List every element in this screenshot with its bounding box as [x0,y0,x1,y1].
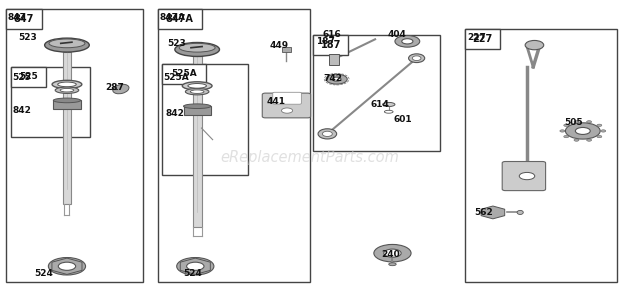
Text: 525A: 525A [171,70,197,78]
Bar [6,9,143,282]
Ellipse shape [182,82,212,90]
Text: 187: 187 [321,40,341,50]
Ellipse shape [185,88,209,95]
Text: 614: 614 [371,100,389,109]
Ellipse shape [60,88,74,92]
Text: 227: 227 [472,34,493,44]
Bar [158,9,202,29]
FancyBboxPatch shape [273,92,301,104]
Ellipse shape [587,121,591,123]
Circle shape [58,262,76,270]
Bar [162,64,206,84]
Text: 441: 441 [267,97,286,106]
Ellipse shape [597,124,602,127]
Bar [313,35,348,55]
Bar [53,100,81,109]
Circle shape [575,127,590,134]
Text: 742: 742 [324,74,343,83]
Ellipse shape [175,42,219,56]
Ellipse shape [113,84,129,94]
Text: 287: 287 [105,83,124,92]
Text: 847: 847 [14,14,34,24]
Text: 847A: 847A [166,14,193,24]
Text: 449: 449 [270,41,289,49]
Ellipse shape [564,135,569,138]
Text: 505: 505 [564,118,583,127]
Text: 240: 240 [381,250,400,259]
Text: 562: 562 [474,208,493,217]
Ellipse shape [384,110,393,113]
Text: 523: 523 [167,39,186,48]
Bar [184,106,211,115]
Ellipse shape [190,90,204,93]
Text: 187: 187 [316,37,334,46]
Bar [313,35,440,151]
Bar [465,29,500,49]
Ellipse shape [49,39,85,48]
Ellipse shape [53,98,81,103]
Bar [329,54,339,65]
Circle shape [187,262,204,270]
Text: 525: 525 [12,73,31,81]
Bar [6,9,42,29]
Circle shape [565,123,600,139]
Ellipse shape [574,121,579,123]
Ellipse shape [55,87,79,93]
FancyBboxPatch shape [262,93,311,118]
Text: 524: 524 [183,269,202,278]
Text: eReplacementParts.com: eReplacementParts.com [221,150,399,165]
Circle shape [402,39,413,44]
Bar [63,52,71,204]
Bar [465,29,617,282]
Bar [162,64,248,175]
Circle shape [332,77,341,81]
Ellipse shape [389,263,396,266]
Bar [11,67,46,87]
Ellipse shape [383,102,395,107]
Text: 847: 847 [7,13,27,22]
Circle shape [48,258,86,275]
Ellipse shape [188,84,206,88]
Ellipse shape [179,43,215,52]
Ellipse shape [409,54,425,63]
Ellipse shape [318,129,337,139]
Text: 525A: 525A [163,73,189,81]
Circle shape [395,36,420,47]
Text: 525: 525 [19,72,38,81]
Bar [158,9,310,282]
Ellipse shape [520,172,534,180]
Ellipse shape [560,130,565,132]
Bar [193,56,202,227]
Text: 842: 842 [12,106,31,115]
Circle shape [384,249,401,257]
Circle shape [374,244,411,262]
Text: 847A: 847A [159,13,185,22]
Ellipse shape [58,82,76,87]
Circle shape [326,74,347,84]
Circle shape [177,258,214,275]
Bar [11,67,90,137]
Text: 601: 601 [394,115,412,124]
Ellipse shape [52,80,82,88]
Ellipse shape [525,40,544,50]
Ellipse shape [587,139,591,141]
Text: 404: 404 [388,31,406,39]
Text: 227: 227 [467,33,485,42]
Text: 523: 523 [19,33,37,42]
Ellipse shape [597,135,602,138]
Ellipse shape [564,124,569,127]
Ellipse shape [412,56,421,61]
Ellipse shape [281,108,293,113]
FancyBboxPatch shape [502,162,546,191]
Text: 616: 616 [322,31,341,39]
Bar [282,47,291,52]
Ellipse shape [322,131,332,136]
Ellipse shape [574,139,579,141]
Ellipse shape [45,38,89,52]
Ellipse shape [517,210,523,214]
Text: 524: 524 [34,269,53,278]
Ellipse shape [184,104,211,109]
Text: 842: 842 [166,109,184,118]
Ellipse shape [601,130,606,132]
